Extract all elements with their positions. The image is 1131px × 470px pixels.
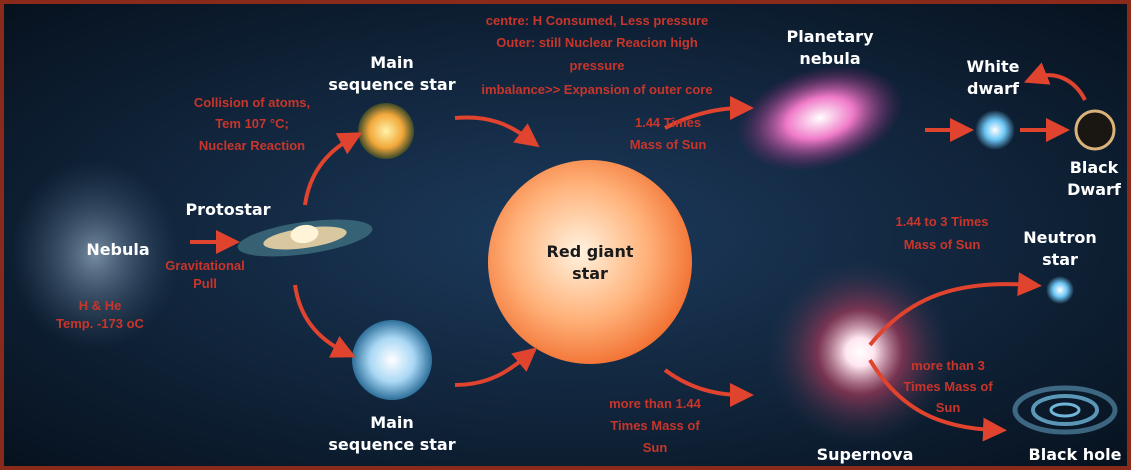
annotation: Mass of Sun bbox=[630, 137, 707, 152]
supernova bbox=[765, 257, 955, 447]
annotation: 1.44 to 3 Times bbox=[896, 214, 989, 229]
node-label: sequence star bbox=[328, 75, 455, 94]
annotation: Times Mass of bbox=[610, 418, 700, 433]
node-label: nebula bbox=[799, 49, 860, 68]
arrow bbox=[454, 347, 538, 387]
annotation: Sun bbox=[643, 440, 668, 455]
annotation: Temp. -173 oC bbox=[56, 316, 145, 331]
node-label: Black hole bbox=[1029, 445, 1122, 464]
red-giant bbox=[488, 160, 692, 364]
annotation: H & He bbox=[79, 298, 122, 313]
annotation: Sun bbox=[936, 400, 961, 415]
node-label: Black bbox=[1070, 158, 1119, 177]
annotation: Mass of Sun bbox=[904, 237, 981, 252]
annotation: Gravitational bbox=[165, 258, 244, 273]
white-dwarf bbox=[975, 110, 1015, 150]
node-label: sequence star bbox=[328, 435, 455, 454]
node-label: White bbox=[966, 57, 1019, 76]
node-label: Neutron bbox=[1023, 228, 1097, 247]
annotation: centre: H Consumed, Less pressure bbox=[486, 13, 709, 28]
annotation: Outer: still Nuclear Reacion high bbox=[496, 35, 698, 50]
annotation: pressure bbox=[570, 58, 625, 73]
arrow bbox=[293, 284, 356, 358]
arrow bbox=[868, 272, 1042, 347]
arrow bbox=[454, 115, 540, 148]
node-label: Protostar bbox=[185, 200, 270, 219]
node-label: Red giant bbox=[547, 242, 634, 261]
nebula-cloud bbox=[10, 160, 180, 350]
labels: Nebula Protostar Main sequence star Main… bbox=[86, 27, 1122, 464]
main-sequence-star-top bbox=[358, 103, 414, 159]
black-dwarf bbox=[1074, 109, 1116, 151]
annotation: Pull bbox=[193, 276, 217, 291]
node-label: Nebula bbox=[86, 240, 149, 259]
arrow bbox=[664, 96, 754, 130]
arrows bbox=[190, 62, 1087, 442]
annotation: more than 3 bbox=[911, 358, 985, 373]
annotation: Collision of atoms, bbox=[194, 95, 310, 110]
protostar bbox=[237, 219, 373, 257]
arrow bbox=[303, 132, 363, 206]
node-label: dwarf bbox=[967, 79, 1020, 98]
annotation: 1.44 Times bbox=[635, 115, 701, 130]
black-hole bbox=[1012, 385, 1118, 435]
annotation: Times Mass of bbox=[903, 379, 993, 394]
node-label: Main bbox=[370, 413, 414, 432]
arrow bbox=[1023, 62, 1087, 101]
arrow bbox=[663, 368, 754, 407]
node-label: Main bbox=[370, 53, 414, 72]
arrow bbox=[868, 358, 1007, 442]
node-label: star bbox=[1042, 250, 1078, 269]
node-label: star bbox=[572, 264, 608, 283]
node-label: Supernova bbox=[817, 445, 914, 464]
annotation: Nuclear Reaction bbox=[199, 138, 305, 153]
node-label: Planetary bbox=[786, 27, 874, 46]
annotation: imbalance>> Expansion of outer core bbox=[481, 82, 712, 97]
planetary-nebula bbox=[736, 64, 904, 172]
annotation: more than 1.44 bbox=[609, 396, 702, 411]
node-label: Dwarf bbox=[1067, 180, 1122, 199]
neutron-star bbox=[1046, 276, 1074, 304]
annotations: H & He Temp. -173 oC Gravitational Pull … bbox=[56, 13, 993, 455]
main-sequence-star-bottom bbox=[352, 320, 432, 400]
annotation: Tem 107 °C; bbox=[215, 116, 289, 131]
